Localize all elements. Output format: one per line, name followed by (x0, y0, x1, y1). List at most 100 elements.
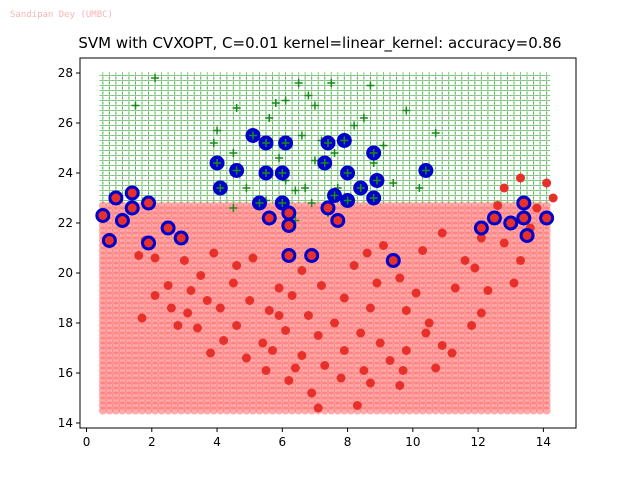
plus-point (402, 106, 411, 115)
circle-point (385, 356, 395, 365)
support-vector-plus-mark (232, 166, 241, 175)
region-plus-cell (184, 72, 192, 79)
circle-point (248, 253, 258, 263)
circle-point (196, 271, 206, 280)
region-circle-cell (216, 201, 225, 210)
region-plus-cell (432, 72, 440, 79)
x-tick-label: 4 (213, 435, 221, 449)
region-circle-cell (457, 201, 466, 210)
circle-point (219, 336, 229, 345)
support-vector-circle-mark (104, 236, 114, 245)
region-plus-cell (216, 72, 224, 79)
support-vector-plus-mark (278, 169, 287, 177)
plus-point (271, 99, 280, 107)
support-vector-plus-mark (330, 191, 339, 200)
y-tick-label: 16 (58, 366, 73, 380)
plus-point (330, 149, 339, 157)
region-circle-cell (392, 201, 401, 210)
x-tick-label: 12 (470, 435, 485, 449)
region-circle-cell (268, 201, 277, 210)
plus-point (131, 101, 140, 110)
region-plus-cell (308, 72, 316, 79)
region-plus-cell (438, 72, 446, 79)
circle-point (375, 338, 385, 348)
region-plus-cell (464, 72, 472, 79)
region-plus-cell (145, 72, 153, 79)
region-plus-cell (536, 72, 544, 79)
data-points (95, 74, 558, 413)
plus-point (379, 141, 388, 150)
circle-point (137, 313, 147, 323)
circle-point (542, 178, 552, 188)
region-plus-cell (190, 72, 198, 79)
region-plus-cell (503, 72, 511, 79)
region-plus-cell (118, 72, 126, 79)
y-tick-label: 28 (58, 66, 73, 80)
circle-point (395, 273, 405, 283)
plus-point (415, 184, 424, 192)
plus-point (366, 81, 375, 90)
circle-point (264, 306, 274, 315)
region-circle-cell (464, 201, 473, 210)
region-plus-cell (334, 72, 342, 79)
support-vector-circle-mark (307, 251, 317, 260)
circle-point (313, 403, 323, 413)
support-vector-plus-mark (262, 139, 270, 147)
support-vector-circle-mark (522, 231, 532, 240)
region-plus-cell (327, 72, 335, 79)
plus-point (213, 126, 222, 135)
region-circle-cell (353, 201, 362, 210)
region-plus-cell (197, 72, 205, 79)
region-circle-cell (177, 201, 186, 210)
support-vector-circle-mark (506, 218, 516, 228)
plus-point (389, 179, 398, 187)
region-circle-cell (412, 201, 421, 210)
support-vector-circle-mark (127, 188, 137, 198)
plus-point (229, 149, 238, 157)
x-tick-label: 10 (405, 435, 420, 449)
support-vector-circle-mark (388, 256, 398, 265)
circle-point (192, 323, 202, 333)
circle-point (297, 351, 307, 360)
circle-point (209, 248, 219, 258)
region-circle-cell (170, 201, 179, 210)
plus-point (291, 186, 300, 195)
plus-point (431, 129, 440, 137)
circle-point (398, 366, 408, 375)
circle-point (470, 263, 480, 273)
region-plus-cell (360, 72, 368, 79)
circle-point (372, 278, 382, 288)
support-vector-circle-mark (542, 213, 552, 223)
circle-point (356, 328, 366, 338)
region-plus-cell (386, 72, 394, 79)
region-circle-cell (444, 201, 453, 210)
support-vector-circle-mark (489, 213, 499, 223)
circle-point (499, 183, 509, 193)
watermark-text: Sandipan Dey (UMBC) (10, 10, 113, 20)
region-plus-cell (301, 72, 309, 79)
circle-point (516, 256, 526, 265)
circle-point (245, 296, 255, 305)
support-vector-circle-mark (163, 223, 173, 233)
region-plus-cell (295, 72, 303, 79)
circle-point (431, 363, 441, 373)
plus-point (301, 184, 310, 192)
support-vector-plus-mark (343, 196, 352, 205)
region-circle-cell (510, 201, 518, 210)
circle-point (437, 341, 447, 350)
circle-point (287, 291, 297, 300)
plus-point (350, 121, 359, 130)
support-vector-plus-mark (356, 184, 365, 192)
region-plus-cell (399, 72, 407, 79)
circle-point (150, 291, 160, 300)
circle-point (548, 193, 558, 203)
region-circle-cell (98, 201, 107, 210)
plus-point (327, 79, 336, 87)
y-tick-label: 18 (58, 316, 73, 330)
region-plus-cell (314, 72, 322, 79)
region-circle-cell (235, 201, 244, 210)
plus-point (229, 204, 238, 212)
support-vector-plus-mark (281, 139, 290, 147)
region-plus-cell (99, 72, 107, 79)
region-circle-cell (183, 201, 192, 210)
